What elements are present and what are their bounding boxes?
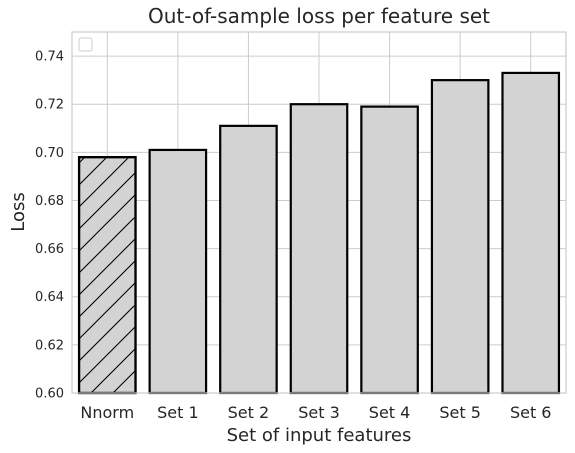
bar-set-3 [289,103,349,395]
y-tick-label: 0.74 [35,50,64,65]
y-tick-label: 0.70 [35,146,64,161]
x-tick-label: Nnorm [80,403,134,422]
x-tick-label: Set 4 [369,403,411,422]
plot-frame [71,31,567,394]
bar-hatch-nnorm [77,156,137,395]
chart-title: Out-of-sample loss per feature set [148,4,490,28]
x-tick-label: Set 1 [157,403,199,422]
y-tick-label: 0.68 [35,194,64,209]
y-tick-label: 0.64 [35,290,64,305]
x-tick-label: Set 3 [298,403,340,422]
bar-set-4 [360,105,419,395]
bar-set-1 [148,148,208,395]
x-axis-label: Set of input features [227,425,412,446]
y-tick-label: 0.72 [35,98,64,113]
legend-box [78,37,93,52]
x-tick-label: Set 6 [510,403,552,422]
y-tick-label: 0.62 [35,338,64,353]
y-tick-label: 0.66 [35,242,64,257]
x-tick-label: Set 5 [439,403,481,422]
x-tick-label: Set 2 [228,403,270,422]
y-tick-label: 0.60 [35,387,64,402]
bar-set-5 [430,79,490,395]
y-axis-label: Loss [8,192,29,231]
bar-set-2 [219,124,278,395]
bar-set-6 [501,71,561,395]
